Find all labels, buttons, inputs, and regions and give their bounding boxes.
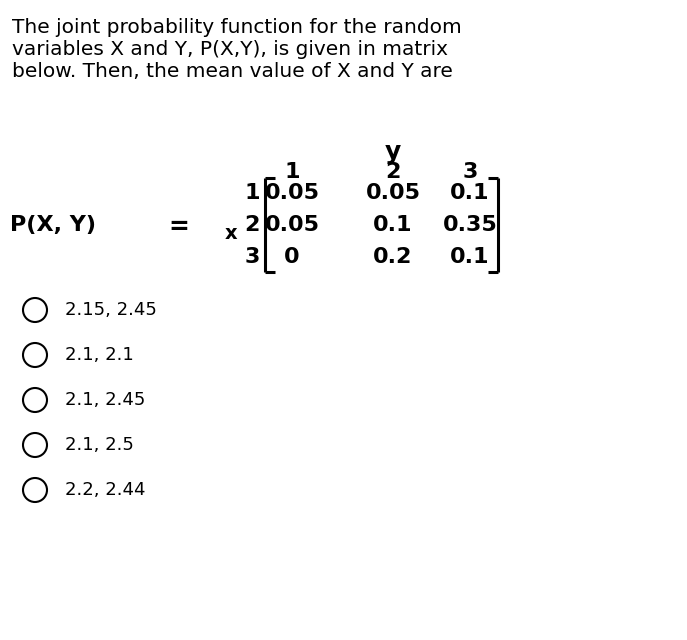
Text: 3: 3 bbox=[462, 162, 477, 182]
Text: 3: 3 bbox=[245, 247, 260, 267]
Text: =: = bbox=[168, 215, 189, 239]
Text: y: y bbox=[385, 140, 401, 164]
Text: 0.1: 0.1 bbox=[450, 247, 490, 267]
Text: below. Then, the mean value of X and Y are: below. Then, the mean value of X and Y a… bbox=[12, 62, 453, 81]
Text: 0.1: 0.1 bbox=[373, 215, 413, 235]
Text: x: x bbox=[225, 223, 238, 243]
Text: 2.1, 2.5: 2.1, 2.5 bbox=[65, 436, 134, 454]
Text: 0.1: 0.1 bbox=[450, 183, 490, 203]
Text: 0.35: 0.35 bbox=[442, 215, 497, 235]
Text: 0.2: 0.2 bbox=[373, 247, 413, 267]
Text: The joint probability function for the random: The joint probability function for the r… bbox=[12, 18, 462, 37]
Text: 2: 2 bbox=[245, 215, 260, 235]
Text: 0.05: 0.05 bbox=[365, 183, 420, 203]
Text: 1: 1 bbox=[245, 183, 260, 203]
Text: 2: 2 bbox=[385, 162, 401, 182]
Text: 0.05: 0.05 bbox=[264, 183, 319, 203]
Text: 2.15, 2.45: 2.15, 2.45 bbox=[65, 301, 157, 319]
Text: 0: 0 bbox=[284, 247, 300, 267]
Text: variables X and Y, P(X,Y), is given in matrix: variables X and Y, P(X,Y), is given in m… bbox=[12, 40, 448, 59]
Text: 0.05: 0.05 bbox=[264, 215, 319, 235]
Text: P(X, Y): P(X, Y) bbox=[10, 215, 96, 235]
Text: 2.1, 2.1: 2.1, 2.1 bbox=[65, 346, 134, 364]
Text: 1: 1 bbox=[284, 162, 300, 182]
Text: 2.2, 2.44: 2.2, 2.44 bbox=[65, 481, 146, 499]
Text: 2.1, 2.45: 2.1, 2.45 bbox=[65, 391, 146, 409]
